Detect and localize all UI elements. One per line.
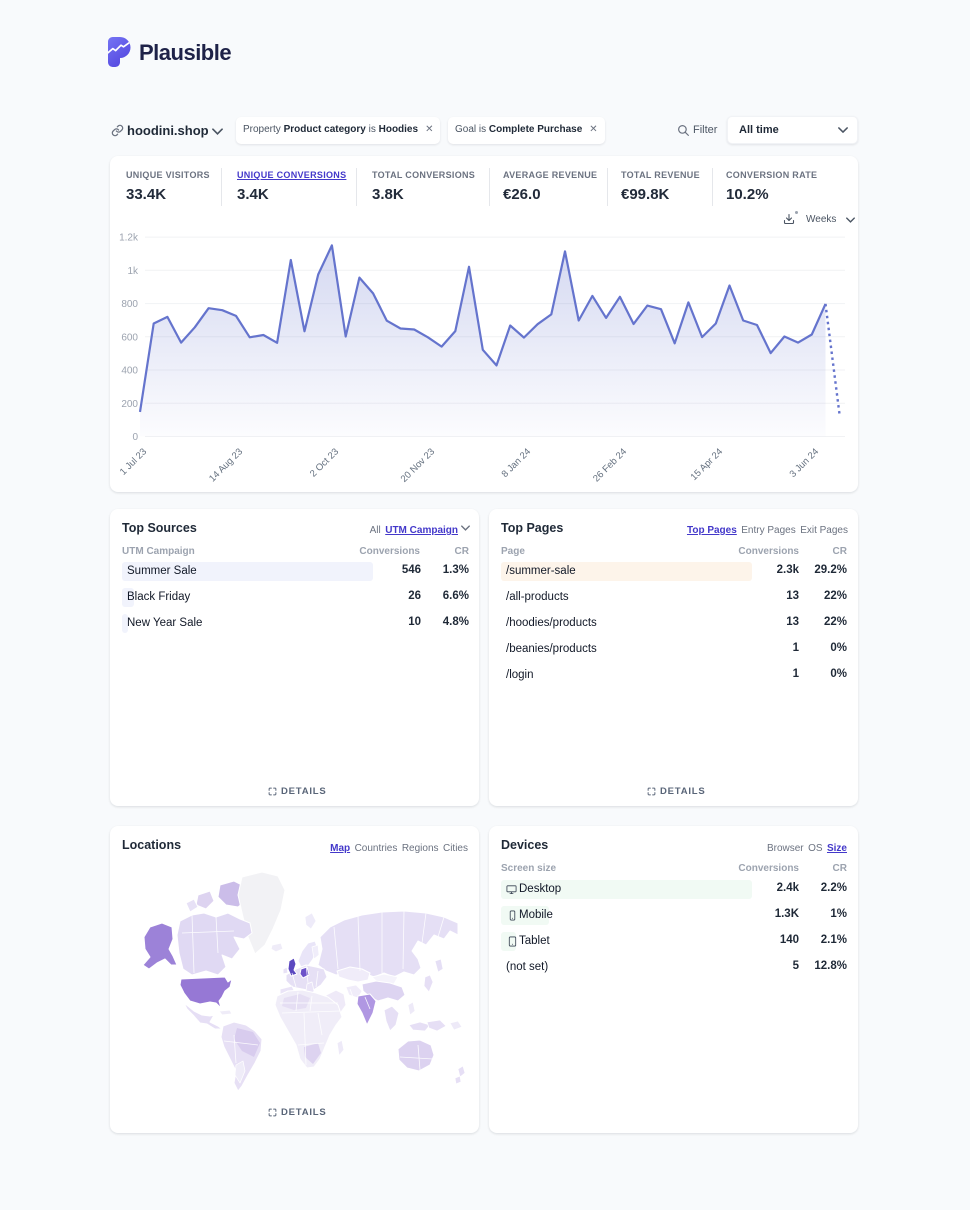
svg-text:26 Feb 24: 26 Feb 24 — [591, 446, 629, 484]
svg-text:20 Nov 23: 20 Nov 23 — [399, 446, 437, 484]
svg-text:3 Jun 24: 3 Jun 24 — [788, 446, 822, 480]
svg-text:1.2k: 1.2k — [119, 233, 139, 244]
svg-text:400: 400 — [121, 366, 138, 377]
svg-text:600: 600 — [121, 332, 138, 343]
svg-text:800: 800 — [121, 299, 138, 310]
svg-text:2 Oct 23: 2 Oct 23 — [308, 446, 341, 479]
svg-text:8 Jan 24: 8 Jan 24 — [500, 446, 534, 480]
svg-text:15 Apr 24: 15 Apr 24 — [689, 446, 726, 483]
svg-text:14 Aug 23: 14 Aug 23 — [207, 446, 245, 484]
svg-text:1 Jul 23: 1 Jul 23 — [118, 446, 149, 477]
svg-text:200: 200 — [121, 399, 138, 410]
svg-text:1k: 1k — [127, 266, 139, 277]
svg-text:0: 0 — [132, 432, 138, 443]
